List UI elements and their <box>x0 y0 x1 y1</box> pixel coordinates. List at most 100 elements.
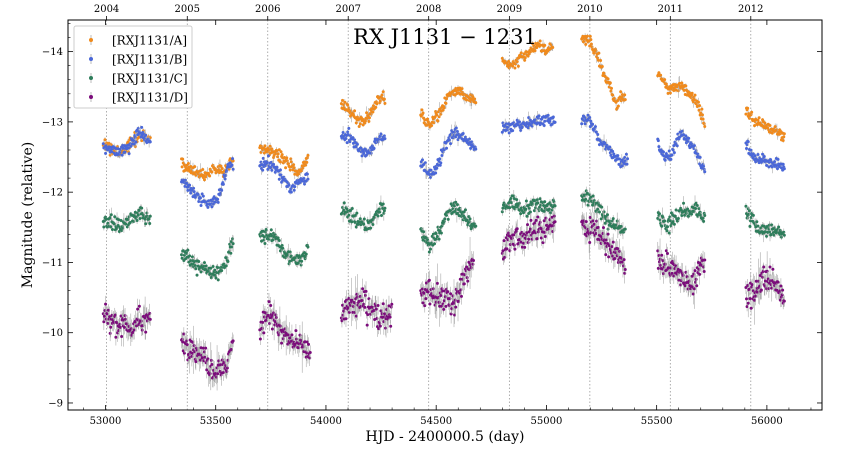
data-point <box>382 209 386 213</box>
data-point <box>697 108 701 112</box>
data-point <box>454 126 458 130</box>
series-3 <box>101 186 786 282</box>
data-point <box>198 196 202 200</box>
data-point <box>202 261 206 265</box>
data-point <box>183 184 187 188</box>
data-points <box>101 33 786 391</box>
data-point <box>286 342 290 346</box>
data-point <box>270 315 274 319</box>
data-point <box>284 166 288 170</box>
data-point <box>656 139 660 143</box>
data-point <box>773 160 777 164</box>
data-point <box>365 116 369 120</box>
data-point <box>599 217 603 221</box>
data-point <box>261 229 265 233</box>
data-point <box>446 217 450 221</box>
data-point <box>114 147 118 151</box>
data-point <box>359 223 363 227</box>
data-point <box>226 260 230 264</box>
data-point <box>551 115 555 119</box>
data-point <box>378 99 382 103</box>
data-point <box>528 50 532 54</box>
data-point <box>109 225 113 229</box>
data-point <box>550 122 554 126</box>
data-point <box>137 304 141 308</box>
data-point <box>363 119 367 123</box>
data-point <box>201 167 205 171</box>
data-point <box>692 209 696 213</box>
data-point <box>120 334 124 338</box>
data-point <box>619 224 623 228</box>
data-point <box>698 210 702 214</box>
data-point <box>754 225 758 229</box>
data-point <box>753 154 757 158</box>
data-point <box>501 121 505 125</box>
data-point <box>225 366 229 370</box>
data-point <box>108 315 112 319</box>
data-point <box>525 214 529 218</box>
data-point <box>342 201 346 205</box>
data-point <box>442 106 446 110</box>
data-point <box>289 254 293 258</box>
data-point <box>600 65 604 69</box>
data-point <box>148 140 152 144</box>
data-point <box>547 207 551 211</box>
data-point <box>127 152 131 156</box>
data-point <box>465 218 469 222</box>
data-point <box>749 148 753 152</box>
data-point <box>113 313 117 317</box>
data-point <box>682 88 686 92</box>
data-point <box>277 148 281 152</box>
data-point <box>369 226 373 230</box>
data-point <box>263 241 267 245</box>
data-point <box>624 152 628 156</box>
data-point <box>420 158 424 162</box>
data-point <box>465 98 469 102</box>
data-point <box>428 175 432 179</box>
data-point <box>767 165 771 169</box>
data-point <box>420 108 424 112</box>
data-point <box>453 130 457 134</box>
data-point <box>306 245 310 249</box>
data-point <box>437 115 441 119</box>
data-point <box>453 204 457 208</box>
data-point <box>357 124 361 128</box>
data-point <box>702 164 706 168</box>
data-point <box>304 252 308 256</box>
data-point <box>694 201 698 205</box>
data-point <box>690 91 694 95</box>
data-point <box>623 227 627 231</box>
data-point <box>133 210 137 214</box>
data-point <box>470 140 474 144</box>
data-point <box>672 222 676 226</box>
data-point <box>382 211 386 215</box>
data-point <box>148 222 152 226</box>
data-point <box>670 153 674 157</box>
data-point <box>190 255 194 259</box>
data-point <box>768 123 772 127</box>
data-point <box>288 165 292 169</box>
data-point <box>663 78 667 82</box>
data-point <box>429 168 433 172</box>
data-point <box>597 210 601 214</box>
data-point <box>746 106 750 110</box>
data-point <box>693 93 697 97</box>
data-point <box>116 147 120 151</box>
data-point <box>135 219 139 223</box>
data-point <box>676 132 680 136</box>
data-point <box>435 166 439 170</box>
data-point <box>751 213 755 217</box>
data-point <box>700 107 704 111</box>
data-point <box>770 223 774 227</box>
data-point <box>194 360 198 364</box>
data-point <box>190 262 194 266</box>
data-point <box>148 317 152 321</box>
data-point <box>345 141 349 145</box>
data-point <box>686 139 690 143</box>
data-point <box>600 205 604 209</box>
data-point <box>608 145 612 149</box>
data-point <box>535 198 539 202</box>
data-point <box>668 91 672 95</box>
data-point <box>580 122 584 126</box>
data-point <box>277 177 281 181</box>
